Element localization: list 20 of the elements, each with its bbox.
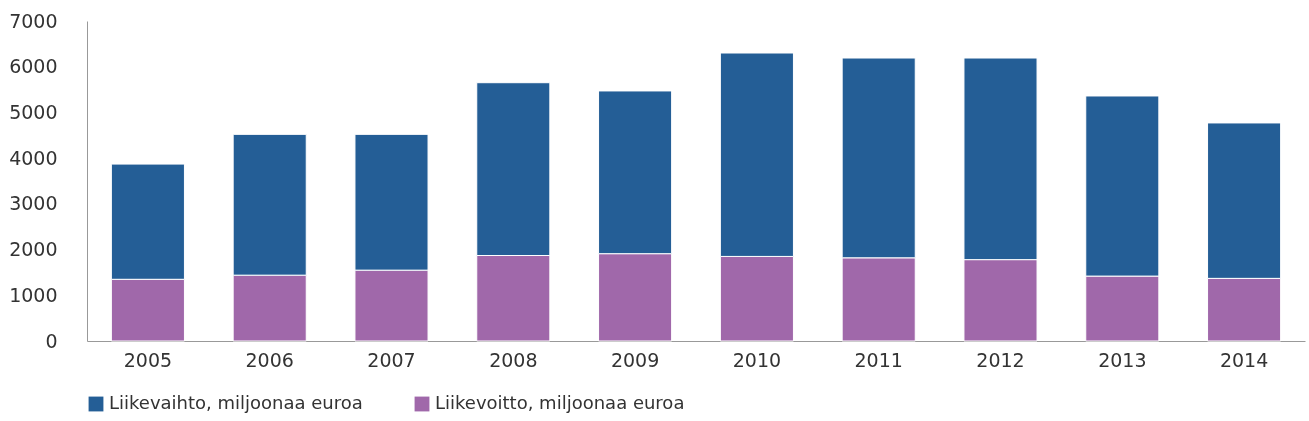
x-tick-label: 2014	[1219, 348, 1269, 371]
y-tick-label: 2000	[9, 238, 58, 261]
y-tick-label: 1000	[9, 283, 58, 306]
x-tick-label: 2012	[976, 348, 1025, 371]
x-tick-label: 2006	[245, 348, 294, 371]
y-tick-label: 7000	[9, 9, 58, 32]
y-tick-label: 0	[45, 329, 58, 352]
y-tick-label: 4000	[9, 146, 58, 169]
x-tick-label: 2010	[732, 348, 782, 371]
y-tick-label: 6000	[9, 55, 58, 78]
x-tick-label: 2005	[123, 348, 173, 371]
legend-label: Liikevaihto, miljoonaa euroa	[109, 392, 363, 413]
x-tick-label: 2008	[489, 348, 538, 371]
y-tick-label: 5000	[9, 100, 58, 123]
x-tick-label: 2011	[854, 348, 903, 371]
x-tick-label: 2007	[367, 348, 416, 371]
legend-label: Liikevoitto, miljoonaa euroa	[435, 392, 685, 413]
x-tick-label: 2013	[1098, 348, 1147, 371]
y-tick-label: 3000	[9, 192, 58, 215]
x-tick-label: 2009	[610, 348, 660, 371]
